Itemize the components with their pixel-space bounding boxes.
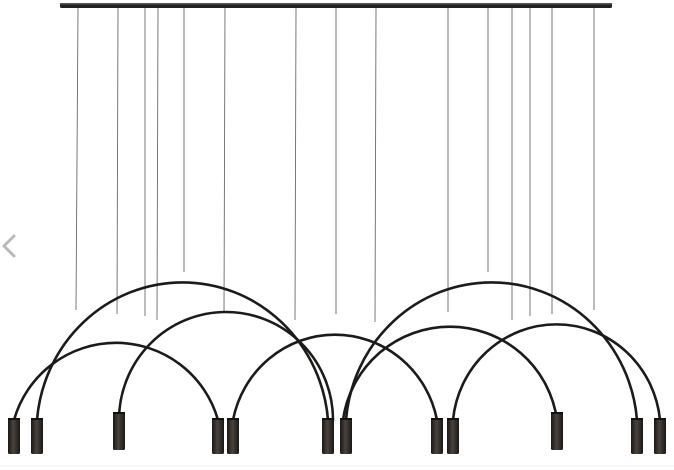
light-shade bbox=[322, 418, 334, 454]
light-shade-cap bbox=[31, 418, 43, 420]
light-shade bbox=[431, 418, 443, 454]
light-shade-cap bbox=[654, 418, 666, 420]
light-shade-cap bbox=[8, 418, 20, 420]
light-shade-cap bbox=[551, 412, 563, 414]
light-shade-cap bbox=[322, 418, 334, 420]
ceiling-canopy bbox=[60, 3, 612, 8]
light-shade bbox=[551, 412, 563, 450]
light-arcs bbox=[12, 281, 662, 422]
light-shade-cap bbox=[113, 412, 125, 414]
light-shade-cap bbox=[340, 418, 352, 420]
light-shades bbox=[8, 412, 666, 454]
light-shade bbox=[212, 418, 224, 454]
light-shade-cap bbox=[212, 418, 224, 420]
light-shade-cap bbox=[431, 418, 443, 420]
light-shade bbox=[447, 418, 459, 454]
light-shade-cap bbox=[631, 418, 643, 420]
light-shade bbox=[631, 418, 643, 454]
light-shade-cap bbox=[447, 418, 459, 420]
light-shade bbox=[31, 418, 43, 454]
light-shade bbox=[340, 418, 352, 454]
light-shade bbox=[654, 418, 666, 454]
light-shade bbox=[8, 418, 20, 454]
light-shade-cap bbox=[227, 418, 239, 420]
chevron-left-icon[interactable] bbox=[0, 228, 20, 264]
suspension-wires bbox=[75, 7, 595, 323]
light-shade bbox=[227, 418, 239, 454]
light-shade bbox=[113, 412, 125, 450]
